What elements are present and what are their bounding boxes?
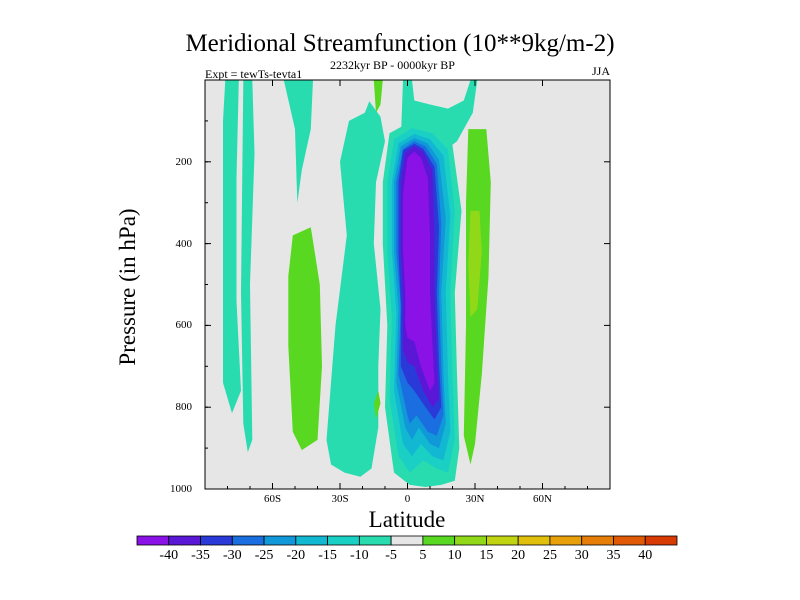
x-axis-label: Latitude [368, 507, 446, 532]
y-tick-label: 200 [175, 155, 193, 168]
colorbar-tick-label: -20 [286, 548, 306, 563]
colorbar-box [136, 535, 170, 546]
chart-subtitle: 2232kyr BP - 0000kyr BP [330, 58, 455, 72]
contour-region [373, 80, 383, 113]
y-tick-label: 1000 [170, 483, 192, 495]
colorbar-box [200, 535, 233, 546]
contour-region [283, 80, 313, 203]
contour-region [468, 210, 482, 318]
x-tick-label: 0 [404, 493, 411, 505]
contour-region [403, 151, 435, 391]
contour-region [371, 143, 379, 160]
colorbar-tick-label: -5 [385, 548, 397, 563]
contour-region [288, 227, 322, 451]
colorbar-tick-label: -25 [254, 548, 274, 563]
y-tick-label: 400 [175, 237, 193, 250]
x-tick-label: 60N [533, 493, 552, 505]
colorbar-tick-label: 10 [447, 548, 462, 563]
colorbar-tick-label: 15 [479, 548, 494, 563]
chart-title: Meridional Streamfunction (10**9kg/m-2) [185, 30, 615, 57]
x-tick-label: 30N [465, 493, 485, 505]
colorbar-tick-label: -30 [222, 548, 242, 563]
colorbar-box [581, 535, 614, 546]
colorbar-box [263, 535, 297, 546]
x-tick-label: 30S [331, 493, 349, 505]
experiment-label: Expt = tewTs-tevta1 [205, 67, 303, 81]
colorbar-box [549, 535, 583, 546]
colorbar-box [454, 535, 487, 546]
colorbar-box [295, 535, 328, 546]
contour-region [326, 101, 385, 477]
colorbar-box [327, 535, 360, 546]
colorbar-box [613, 535, 646, 546]
colorbar-tick-label: -10 [350, 548, 369, 563]
season-label: JJA [592, 64, 611, 78]
colorbar-box [517, 535, 551, 546]
colorbar-tick-label: 35 [606, 548, 621, 563]
colorbar-tick-label: -15 [318, 548, 337, 563]
contour-region [373, 390, 381, 420]
colorbar-box [486, 535, 519, 546]
colorbar-tick-label: 30 [574, 548, 589, 563]
colorbar-box [390, 535, 424, 546]
colorbar-tick-label: -35 [191, 548, 210, 563]
colorbar-tick-label: 25 [542, 548, 557, 563]
colorbar-tick-label: 20 [511, 548, 526, 563]
colorbar-tick-label: -40 [159, 548, 179, 563]
colorbar-box [644, 535, 678, 546]
colorbar-box [358, 535, 392, 546]
contour-region [223, 80, 241, 414]
colorbar-tick-label: 40 [638, 548, 653, 563]
contour-region [241, 80, 255, 453]
colorbar-box [168, 535, 201, 546]
contour-fill-group [223, 80, 491, 488]
y-tick-label: 600 [175, 319, 193, 332]
colorbar-tick-label: 5 [419, 548, 427, 563]
y-axis-label: Pressure (in hPa) [115, 208, 140, 366]
y-tick-label: 800 [175, 401, 193, 414]
x-tick-label: 60S [263, 493, 282, 505]
colorbar-box [231, 535, 265, 546]
colorbar-box [422, 535, 456, 546]
